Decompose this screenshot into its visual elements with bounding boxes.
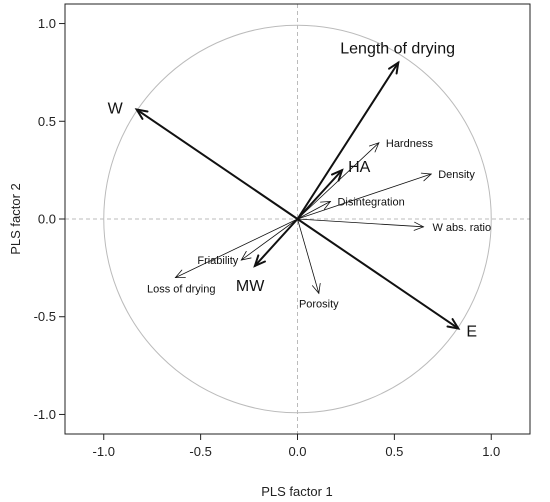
vector-label: HA (348, 159, 371, 176)
vector-label: Hardness (386, 138, 434, 150)
vector-hardness: Hardness (297, 138, 434, 220)
vector-arrowhead (369, 142, 380, 153)
vector-density: Density (297, 169, 475, 220)
vector-label: W abs. ratio (432, 222, 491, 234)
x-tick-label: -1.0 (93, 444, 115, 459)
y-tick-label: 0.0 (38, 212, 56, 227)
x-tick-label: 0.0 (288, 444, 306, 459)
x-tick-label: 0.5 (385, 444, 403, 459)
vector-label: W (108, 101, 124, 118)
vector-label: Disintegration (337, 196, 404, 208)
vector-shaft (297, 218, 320, 294)
vector-shaft (296, 61, 400, 220)
vector-arrowhead (311, 282, 321, 295)
vector-arrowhead (388, 60, 400, 75)
vector-length-of-drying: Length of drying (296, 41, 455, 220)
vector-shaft (135, 108, 299, 220)
vector-label: E (466, 323, 477, 340)
vector-mw: MW (236, 218, 299, 295)
x-tick-label: 1.0 (482, 444, 500, 459)
vector-porosity: Porosity (297, 218, 339, 310)
vector-arrowhead (134, 108, 149, 120)
vector-arrowhead (330, 168, 344, 182)
vector-label: Loss of drying (147, 284, 215, 296)
y-axis-title: PLS factor 2 (8, 183, 23, 255)
vector-shaft (296, 218, 460, 330)
y-tick-label: -0.5 (34, 309, 56, 324)
vector-arrowhead (320, 200, 332, 210)
vector-label: Porosity (299, 298, 339, 310)
x-axis: -1.0 -0.5 0.0 0.5 1.0 (93, 434, 500, 459)
y-tick-label: 1.0 (38, 16, 56, 31)
vector-shaft (296, 169, 344, 220)
vector-loss-of-drying: Loss of drying (147, 218, 298, 296)
vector-shaft (175, 218, 298, 279)
loading-vectors: W Length of drying E MW HA Hardness Density Dis… (108, 41, 492, 341)
vector-w-abs-ratio: W abs. ratio (297, 218, 491, 234)
y-axis: -1.0 -0.5 0.0 0.5 1.0 (34, 16, 65, 422)
vector-shaft (297, 173, 432, 220)
vector-e: E (296, 218, 477, 340)
vector-label: MW (236, 278, 265, 295)
vector-shaft (297, 142, 380, 220)
vector-friability: Friability (197, 218, 298, 267)
x-tick-label: -0.5 (189, 444, 211, 459)
vector-ha: HA (296, 159, 371, 220)
vector-label: Length of drying (340, 41, 455, 58)
vector-label: Density (438, 169, 475, 181)
vector-disintegration: Disintegration (297, 196, 405, 220)
vector-shaft (297, 201, 331, 220)
x-axis-title: PLS factor 1 (261, 484, 333, 499)
vector-arrowhead (446, 318, 461, 330)
vector-label: Friability (197, 255, 238, 267)
y-tick-label: -1.0 (34, 407, 56, 422)
vector-shaft (240, 218, 298, 261)
vector-arrowhead (253, 254, 266, 268)
vector-arrowhead (174, 269, 186, 279)
vector-arrowhead (420, 172, 433, 182)
vector-arrowhead (413, 221, 425, 231)
vector-w: W (108, 101, 299, 220)
vector-arrowhead (240, 250, 252, 261)
y-tick-label: 0.5 (38, 114, 56, 129)
vector-shaft (253, 218, 299, 267)
vector-shaft (297, 218, 424, 228)
